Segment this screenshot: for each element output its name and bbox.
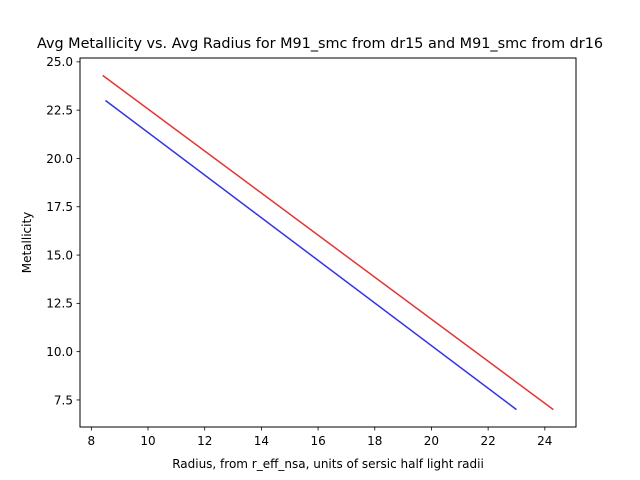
y-tick-label: 12.5 (46, 297, 73, 311)
plot-frame (79, 57, 577, 428)
series-line-2 (102, 74, 554, 411)
x-tick-label: 20 (424, 434, 439, 448)
y-tick-label: 10.0 (46, 345, 73, 359)
y-axis: 7.5 10.0 12.5 15.0 17.5 20.0 22.5 25.0 (46, 55, 80, 407)
x-tick-label: 8 (88, 434, 96, 448)
x-axis-label: Radius, from r_eff_nsa, units of sersic … (172, 457, 484, 471)
y-tick-label: 7.5 (54, 393, 73, 407)
series-layer (102, 74, 554, 411)
y-tick-label: 17.5 (46, 200, 73, 214)
y-tick-label: 22.5 (46, 103, 73, 117)
y-axis-label: Metallicity (20, 212, 34, 274)
x-tick-label: 22 (480, 434, 495, 448)
series-line-1 (105, 99, 517, 411)
y-tick-label: 20.0 (46, 152, 73, 166)
y-tick-label: 25.0 (46, 55, 73, 69)
x-tick-label: 18 (367, 434, 382, 448)
x-axis: 8 10 12 14 16 18 20 22 24 (88, 427, 552, 448)
x-tick-label: 16 (310, 434, 325, 448)
y-tick-label: 15.0 (46, 248, 73, 262)
x-tick-label: 14 (254, 434, 269, 448)
x-tick-label: 10 (140, 434, 155, 448)
x-tick-label: 12 (197, 434, 212, 448)
x-tick-label: 24 (537, 434, 552, 448)
chart-title: Avg Metallicity vs. Avg Radius for M91_s… (37, 36, 603, 52)
